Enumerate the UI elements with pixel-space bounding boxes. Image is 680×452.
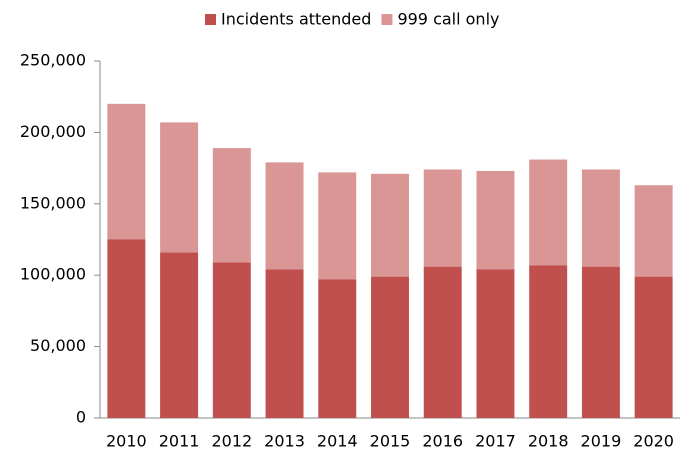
bar-segment xyxy=(371,173,409,277)
y-tick-label: 200,000 xyxy=(20,122,86,141)
bar-segment xyxy=(371,276,409,418)
bar-segment xyxy=(581,169,620,267)
x-tick-label: 2016 xyxy=(422,432,463,451)
bar-segment xyxy=(423,266,462,418)
bar-segment xyxy=(160,252,199,418)
legend-label: Incidents attended xyxy=(221,10,371,29)
bar-segment xyxy=(318,279,357,418)
bar-segment xyxy=(265,162,304,270)
bar-segment xyxy=(529,265,568,418)
y-tick-label: 150,000 xyxy=(20,193,86,212)
bar-segment xyxy=(265,269,304,418)
bar-segment xyxy=(160,122,199,253)
bar-segment xyxy=(634,276,673,418)
y-tick-label: 0 xyxy=(76,408,86,427)
bar-segment xyxy=(212,262,251,418)
x-tick-label: 2019 xyxy=(581,432,622,451)
x-tick-label: 2011 xyxy=(159,432,200,451)
x-tick-label: 2015 xyxy=(370,432,411,451)
bar-segment xyxy=(318,172,357,280)
x-tick-label: 2014 xyxy=(317,432,358,451)
legend-swatch xyxy=(205,14,216,25)
x-tick-label: 2012 xyxy=(211,432,252,451)
bar-segment xyxy=(634,185,673,277)
bar-segment xyxy=(423,169,462,267)
x-tick-label: 2017 xyxy=(475,432,516,451)
bar-segment xyxy=(529,159,568,266)
bar-segment xyxy=(581,266,620,418)
y-tick-label: 100,000 xyxy=(20,265,86,284)
legend-swatch xyxy=(381,14,393,25)
x-tick-label: 2010 xyxy=(106,432,147,451)
bar-segment xyxy=(476,170,515,270)
bar-segment xyxy=(107,103,146,240)
x-tick-label: 2020 xyxy=(633,432,674,451)
legend-label: 999 call only xyxy=(397,10,499,29)
y-tick-label: 50,000 xyxy=(30,336,86,355)
bar-segment xyxy=(212,148,251,263)
bar-segment xyxy=(107,239,146,418)
x-tick-label: 2018 xyxy=(528,432,569,451)
x-tick-label: 2013 xyxy=(264,432,305,451)
y-tick-label: 250,000 xyxy=(20,51,86,70)
bar-segment xyxy=(476,269,515,418)
